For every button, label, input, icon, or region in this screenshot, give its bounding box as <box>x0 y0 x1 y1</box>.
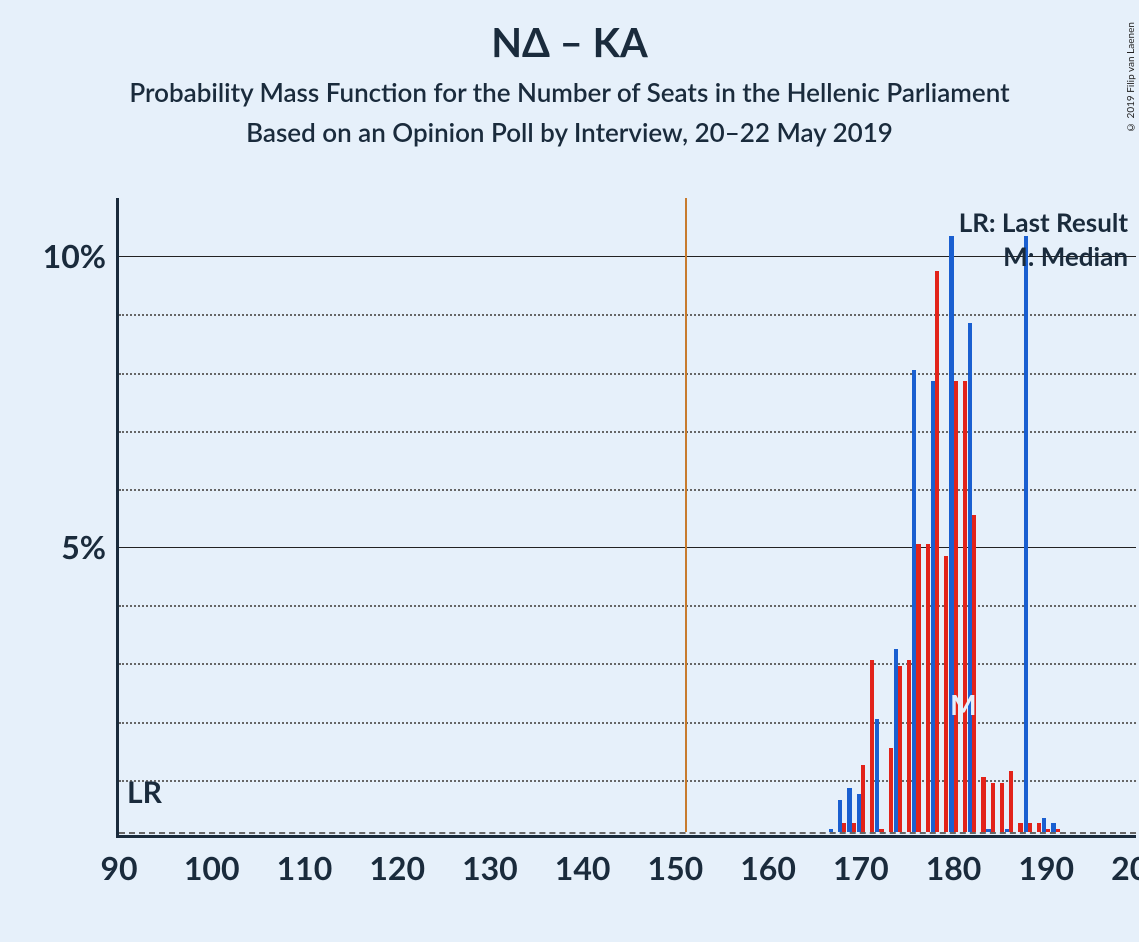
bar-series-2 <box>898 666 902 832</box>
chart-title: ΝΔ – ΚΑ <box>0 18 1139 66</box>
bar-series-1 <box>829 829 833 832</box>
gridline-base <box>119 832 1136 834</box>
x-axis-label: 180 <box>926 848 982 887</box>
x-axis-label: 110 <box>277 848 333 887</box>
bar-series-1 <box>875 719 879 832</box>
bar-series-2 <box>889 748 893 832</box>
bar-series-2 <box>1056 829 1060 832</box>
lr-annotation: LR <box>127 774 162 810</box>
median-annotation: M <box>950 687 976 721</box>
x-axis-label: 200 <box>1111 848 1139 887</box>
x-axis-label: 150 <box>648 848 704 887</box>
bar-series-2 <box>991 783 995 832</box>
bar-series-2 <box>852 823 856 832</box>
plot-region: 5%10%90100110120130140150160170180190200… <box>116 198 1136 838</box>
x-axis-label: 130 <box>462 848 518 887</box>
x-axis-label: 120 <box>369 848 425 887</box>
bar-series-2 <box>870 660 874 832</box>
x-axis-label: 170 <box>833 848 889 887</box>
gridline-minor <box>119 489 1136 491</box>
bar-series-2 <box>916 544 920 832</box>
bar-series-2 <box>963 381 967 832</box>
bar-series-2 <box>926 544 930 832</box>
bar-series-2 <box>1046 829 1050 832</box>
bar-series-2 <box>861 765 865 832</box>
bar-series-2 <box>1018 823 1022 832</box>
y-axis-label: 5% <box>16 527 106 566</box>
chart-subtitle-2: Based on an Opinion Poll by Interview, 2… <box>0 116 1139 148</box>
x-axis-label: 100 <box>184 848 240 887</box>
gridline-minor <box>119 663 1136 665</box>
chart-subtitle-1: Probability Mass Function for the Number… <box>0 76 1139 108</box>
bar-series-2 <box>1037 823 1041 832</box>
bar-series-2 <box>954 381 958 832</box>
x-axis-label: 160 <box>740 848 796 887</box>
bar-series-2 <box>1028 823 1032 832</box>
gridline-minor <box>119 373 1136 375</box>
bar-series-2 <box>944 556 948 832</box>
gridline-minor <box>119 605 1136 607</box>
chart-area: 5%10%90100110120130140150160170180190200… <box>116 198 1136 838</box>
bar-series-2 <box>935 271 939 832</box>
bar-series-2 <box>907 660 911 832</box>
bar-series-1 <box>1024 236 1028 832</box>
bar-series-2 <box>981 777 985 832</box>
copyright-text: © 2019 Filip van Laenen <box>1125 22 1137 133</box>
last-result-line <box>685 198 687 832</box>
x-axis-label: 90 <box>100 848 137 887</box>
y-axis-label: 10% <box>16 236 106 275</box>
gridline-major <box>119 547 1136 548</box>
x-axis-label: 140 <box>555 848 611 887</box>
bar-series-2 <box>972 515 976 832</box>
bar-series-2 <box>842 823 846 832</box>
gridline-major <box>119 256 1136 257</box>
gridline-minor <box>119 314 1136 316</box>
bar-series-2 <box>1009 771 1013 832</box>
bar-series-2 <box>1000 783 1004 832</box>
legend-last-result: LR: Last Result <box>959 206 1128 238</box>
x-axis-label: 190 <box>1018 848 1074 887</box>
legend-median: M: Median <box>1003 240 1128 272</box>
bar-series-2 <box>879 829 883 832</box>
gridline-minor <box>119 722 1136 724</box>
gridline-minor <box>119 431 1136 433</box>
